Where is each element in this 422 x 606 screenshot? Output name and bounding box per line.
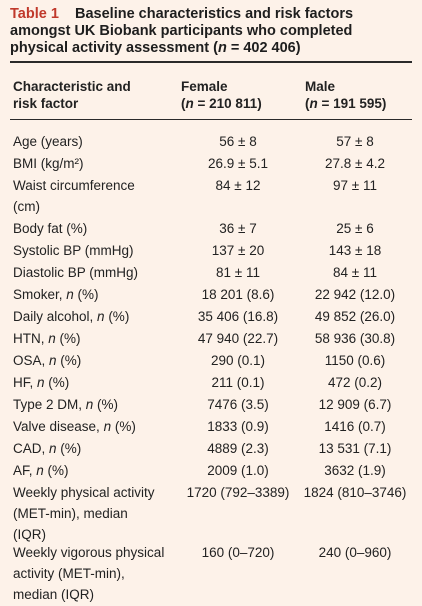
row-label: AF, n (%) <box>13 463 69 478</box>
table-title-part-a: Baseline characteristics and risk factor… <box>10 6 354 56</box>
row-label: CAD, n (%) <box>13 441 82 456</box>
header-characteristic-line1: Characteristic and <box>13 79 131 94</box>
header-male-n: (n = 191 595) <box>305 96 387 111</box>
header-bottom-rule <box>10 119 412 120</box>
row-label: Age (years) <box>13 134 83 149</box>
row-label: Weekly vigorous physical activity (MET-m… <box>13 545 165 602</box>
header-characteristic: Characteristic and risk factor <box>13 78 131 112</box>
male-value: 49 852 (26.0) <box>314 309 396 324</box>
table-label: Table 1 <box>10 6 59 22</box>
male-value: 3632 (1.9) <box>324 463 386 478</box>
row-label: Weekly physical activity (MET-min), medi… <box>13 485 155 542</box>
male-value: 84 ± 11 <box>333 265 377 280</box>
male-value: 22 942 (12.0) <box>314 287 396 302</box>
header-female: Female (n = 210 811) <box>181 78 262 112</box>
female-value: 56 ± 8 <box>219 134 257 149</box>
table-title-part-b: = 402 406) <box>226 40 301 56</box>
female-value: 47 940 (22.7) <box>197 331 279 346</box>
row-label: Smoker, n (%) <box>13 287 99 302</box>
header-characteristic-line2: risk factor <box>13 96 79 111</box>
male-value: 472 (0.2) <box>327 375 383 390</box>
male-value: 13 531 (7.1) <box>318 441 392 456</box>
row-label: Diastolic BP (mmHg) <box>13 265 139 280</box>
row-label: Waist circumference (cm) <box>13 178 135 214</box>
female-value: 35 406 (16.8) <box>197 309 279 324</box>
row-label: HTN, n (%) <box>13 331 81 346</box>
male-value: 1150 (0.6) <box>324 353 386 368</box>
row-label: HF, n (%) <box>13 375 70 390</box>
male-value: 12 909 (6.7) <box>318 397 392 412</box>
row-label: Body fat (%) <box>13 221 88 236</box>
row-label: BMI (kg/m²) <box>13 156 84 171</box>
header-top-rule <box>10 61 412 63</box>
row-label: Valve disease, n (%) <box>13 419 136 434</box>
table-caption: Table 1 Baseline characteristics and ris… <box>0 0 422 57</box>
male-value: 27.8 ± 4.2 <box>325 156 385 171</box>
header-male-label: Male <box>305 79 336 94</box>
female-value: 26.9 ± 5.1 <box>208 156 268 171</box>
male-value: 57 ± 8 <box>336 134 374 149</box>
female-value: 84 ± 12 <box>215 178 261 193</box>
female-value: 81 ± 11 <box>216 265 260 280</box>
female-value: 137 ± 20 <box>211 243 265 258</box>
female-value: 1720 (792–3389) <box>186 485 290 500</box>
male-value: 240 (0–960) <box>318 545 392 560</box>
female-value: 18 201 (8.6) <box>201 287 275 302</box>
row-label: Systolic BP (mmHg) <box>13 243 134 258</box>
male-value: 58 936 (30.8) <box>314 331 396 346</box>
female-value: 7476 (3.5) <box>207 397 269 412</box>
header-female-label: Female <box>181 79 228 94</box>
female-value: 160 (0–720) <box>201 545 275 560</box>
header-male: Male (n = 191 595) <box>305 78 386 112</box>
male-value: 1824 (810–3746) <box>303 485 407 500</box>
male-value: 1416 (0.7) <box>324 419 386 434</box>
female-value: 4889 (2.3) <box>207 441 269 456</box>
row-label: Type 2 DM, n (%) <box>13 397 119 412</box>
row-label: OSA, n (%) <box>13 353 82 368</box>
female-value: 211 (0.1) <box>211 375 265 390</box>
male-value: 25 ± 6 <box>336 221 374 236</box>
female-value: 1833 (0.9) <box>207 419 269 434</box>
male-value: 143 ± 18 <box>328 243 382 258</box>
header-female-n: (n = 210 811) <box>181 96 262 111</box>
row-label: Daily alcohol, n (%) <box>13 309 130 324</box>
male-value: 97 ± 11 <box>333 178 377 193</box>
female-value: 36 ± 7 <box>219 221 257 236</box>
table-title-n: n <box>217 40 227 56</box>
female-value: 2009 (1.0) <box>207 463 269 478</box>
female-value: 290 (0.1) <box>210 353 266 368</box>
